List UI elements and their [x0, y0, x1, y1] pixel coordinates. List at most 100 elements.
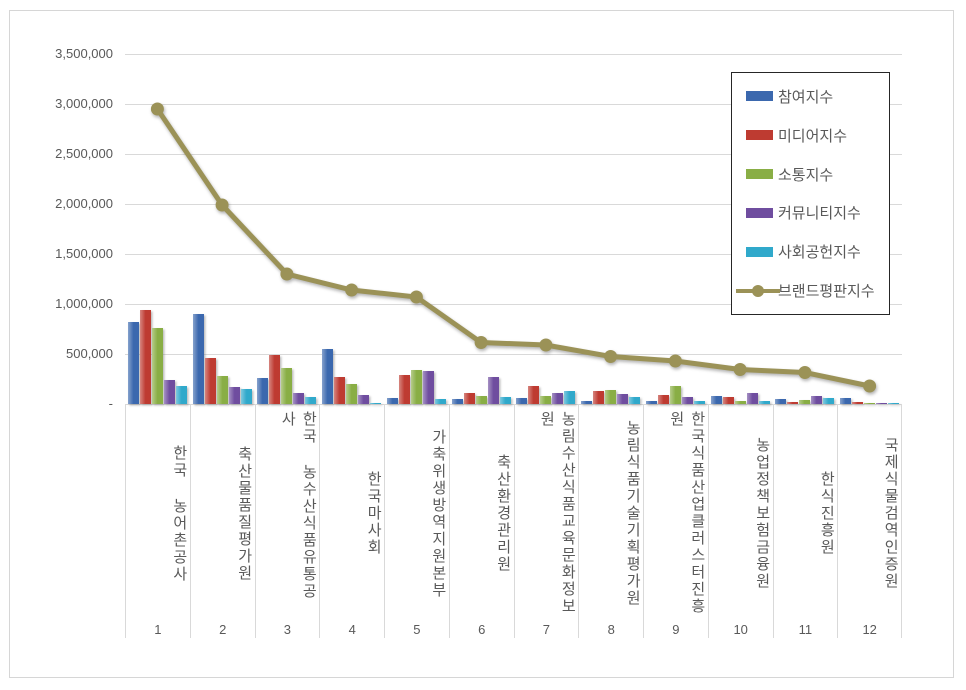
- bar-communication-index: [605, 390, 617, 404]
- bar-participation-index: [127, 322, 139, 404]
- legend-swatch-communication-index: [746, 169, 773, 180]
- bar-community-index: [811, 396, 823, 404]
- category-rank: 5: [413, 622, 421, 637]
- category-rank: 8: [607, 622, 615, 637]
- category-rank: 10: [733, 622, 748, 637]
- bar-social-contribution-index: [693, 401, 705, 404]
- line-marker: [345, 283, 359, 297]
- bar-media-index: [204, 358, 216, 404]
- bar-community-index: [163, 379, 175, 404]
- bar-communication-index: [669, 385, 681, 404]
- bar-participation-index: [645, 401, 657, 404]
- bar-social-contribution-index: [564, 390, 576, 404]
- gridline: [125, 254, 902, 255]
- gridline: [125, 354, 902, 355]
- legend-swatch-community-index: [746, 207, 773, 218]
- category-label: 한국식품산업클러스터진흥원: [667, 411, 706, 615]
- category-label: 농림수산식품교육문화정보원: [538, 411, 577, 615]
- legend-swatch-participation-index: [746, 91, 773, 102]
- category-cell: 가축위생방역지원본부 5: [384, 404, 449, 638]
- category-cell: 농업정책보험금융원 10: [707, 404, 773, 638]
- brand-reputation-line: [150, 102, 877, 393]
- category-label: 한국 농어촌공사: [170, 444, 188, 583]
- line-path: [155, 107, 871, 389]
- bar-participation-index: [710, 395, 722, 404]
- line-marker: [668, 354, 682, 368]
- bar-participation-index: [451, 398, 463, 404]
- gridline: [125, 54, 902, 55]
- bar-participation-index: [322, 348, 334, 404]
- gridline: [125, 154, 902, 155]
- y-axis-tick-label: 500,000: [66, 346, 113, 361]
- bar-communication-index: [475, 395, 487, 404]
- bar-social-contribution-index: [175, 386, 187, 404]
- legend-label: 브랜드평판지수: [778, 283, 875, 301]
- bar-community-index: [422, 371, 434, 404]
- category-label: 한국마사회: [365, 471, 383, 556]
- category-cell: 한국마사회 4: [319, 404, 384, 638]
- y-axis-tick-label: 2,000,000: [55, 196, 113, 211]
- line-marker: [409, 290, 423, 304]
- bar-social-contribution-index: [888, 402, 900, 404]
- legend-item-media-index: 미디어지수: [732, 118, 889, 152]
- bar-social-contribution-index: [434, 399, 446, 404]
- bar-community-index: [746, 392, 758, 404]
- legend-label: 미디어지수: [778, 127, 848, 145]
- category-cell: 농림식품기술기획평가원 8: [578, 404, 643, 638]
- category-label: 가축위생방역지원본부: [429, 428, 447, 599]
- bar-media-index: [463, 392, 475, 404]
- bar-communication-index: [216, 375, 228, 404]
- bar-community-index: [617, 394, 629, 404]
- y-axis-tick-label: 1,500,000: [55, 246, 113, 261]
- y-axis-tick-label: -: [108, 396, 113, 411]
- bar-communication-index: [864, 402, 876, 404]
- bar-community-index: [293, 393, 305, 404]
- bar-media-index: [139, 310, 151, 404]
- category-rank: 9: [672, 622, 680, 637]
- bar-media-index: [528, 386, 540, 404]
- bar-communication-index: [734, 401, 746, 404]
- category-cell: 농림수산식품교육문화정보원 7: [513, 404, 579, 638]
- line-marker: [215, 198, 229, 212]
- category-label: 축산환경관리원: [494, 454, 512, 573]
- legend-label: 소통지수: [778, 166, 834, 184]
- gridline: [125, 104, 902, 105]
- bar-communication-index: [281, 368, 293, 404]
- line-marker: [798, 366, 812, 379]
- bar-media-index: [269, 355, 281, 404]
- bar-communication-index: [346, 384, 358, 404]
- legend-swatch-brand-reputation-index: [736, 284, 780, 298]
- category-cell: 한식진흥원 11: [772, 404, 838, 638]
- legend-item-brand-reputation-index: 브랜드평판지수: [732, 274, 889, 308]
- category-rank: 6: [478, 622, 486, 637]
- category-rank: 1: [154, 622, 162, 637]
- bar-media-index: [657, 395, 669, 404]
- legend-swatch-media-index: [746, 130, 773, 141]
- category-rank: 12: [862, 622, 877, 637]
- bar-participation-index: [581, 400, 593, 404]
- legend: 참여지수 미디어지수 소통지수 커뮤니티지수 사회공헌지수 브랜드평판지수: [731, 72, 890, 315]
- y-axis-tick-label: 2,500,000: [55, 146, 113, 161]
- category-rank: 7: [542, 622, 551, 637]
- category-label: 축산물품질평가원: [235, 445, 253, 582]
- category-cell: 한국식품산업클러스터진흥원 9: [643, 404, 708, 638]
- bar-social-contribution-index: [370, 402, 382, 404]
- legend-swatch-social-contribution-index: [746, 246, 773, 257]
- legend-label: 참여지수: [778, 88, 834, 106]
- bar-participation-index: [775, 399, 787, 404]
- line-marker: [733, 363, 747, 376]
- bar-community-index: [876, 402, 888, 404]
- bar-social-contribution-index: [823, 398, 835, 404]
- category-rank: 4: [348, 622, 356, 637]
- legend-item-community-index: 커뮤니티지수: [732, 196, 889, 230]
- line-marker: [604, 350, 618, 363]
- bar-participation-index: [386, 398, 398, 404]
- bar-communication-index: [540, 395, 552, 404]
- category-label: 농림식품기술기획평가원: [624, 420, 642, 607]
- bar-media-index: [593, 391, 605, 404]
- bar-social-contribution-index: [499, 397, 511, 404]
- bar-media-index: [787, 401, 799, 404]
- category-label: 농업정책보험금융원: [753, 437, 771, 590]
- category-cell: 한국 농어촌공사 1: [125, 404, 190, 638]
- bar-community-index: [487, 376, 499, 404]
